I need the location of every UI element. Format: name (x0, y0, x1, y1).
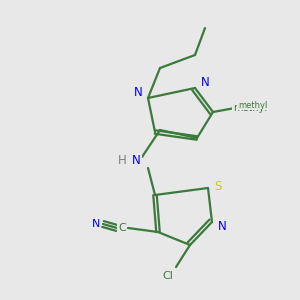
Text: N: N (218, 220, 226, 232)
Text: C: C (118, 223, 126, 233)
Text: N: N (132, 154, 140, 167)
Text: methyl: methyl (233, 103, 267, 113)
Text: N: N (134, 86, 142, 100)
Text: N: N (92, 219, 100, 229)
Text: Cl: Cl (163, 271, 173, 281)
Text: S: S (214, 179, 222, 193)
Text: H: H (118, 154, 126, 167)
Text: N: N (201, 76, 209, 89)
Text: methyl: methyl (238, 100, 268, 109)
